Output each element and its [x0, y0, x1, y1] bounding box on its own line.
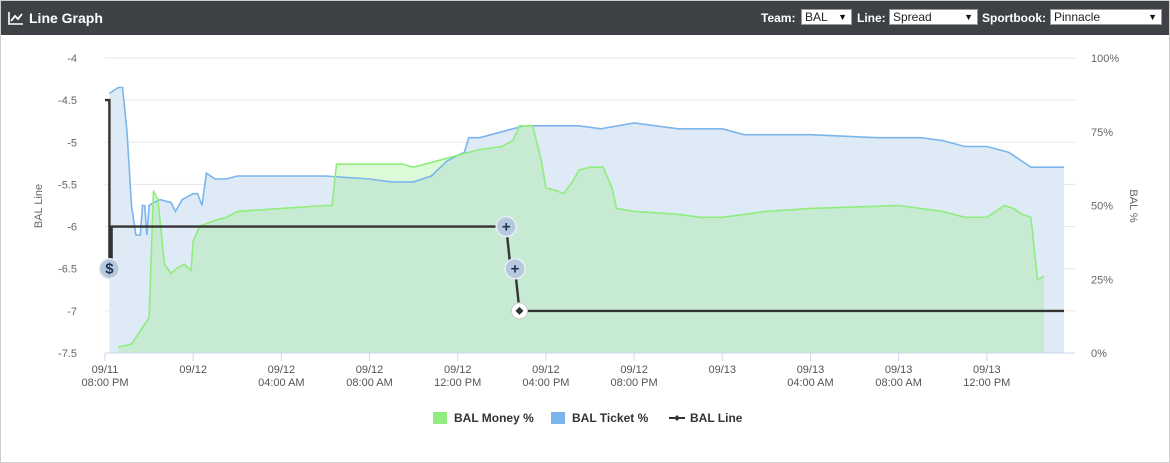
- line-marker: [504, 257, 526, 280]
- plus-icon: +: [502, 219, 511, 236]
- panel-header: Line Graph Team: BAL ▼ Line: Spread ▼ Sp…: [1, 1, 1169, 35]
- y-left-tick-label: -6: [67, 222, 77, 234]
- diamond-icon: [515, 306, 524, 315]
- chevron-down-icon: ▼: [964, 12, 973, 22]
- ticket-area: [109, 87, 1064, 353]
- line-select-value: Spread: [893, 10, 932, 24]
- y-left-tick-label: -4.5: [58, 95, 77, 107]
- x-tick-label: 09/12: [620, 364, 648, 376]
- x-tick-label: 09/12: [268, 364, 296, 376]
- legend-label: BAL Line: [690, 411, 743, 425]
- x-tick-label: 09/13: [885, 364, 913, 376]
- y-left-tick-label: -4: [67, 53, 77, 65]
- legend-swatch: [433, 412, 447, 424]
- legend-label: BAL Ticket %: [572, 411, 649, 425]
- line-marker: [98, 257, 121, 280]
- line-markers: $ + +: [98, 215, 528, 320]
- x-tick-label: 09/12: [356, 364, 384, 376]
- x-tick-label: 12:00 PM: [963, 377, 1010, 389]
- team-label: Team:: [761, 11, 796, 25]
- x-tick-label: 08:00 PM: [611, 377, 658, 389]
- plus-icon: +: [511, 261, 520, 278]
- legend-label: BAL Money %: [454, 411, 534, 425]
- y-left-tick-label: -7.5: [58, 348, 77, 360]
- x-tick-label: 09/12: [444, 364, 472, 376]
- line-marker: [495, 215, 517, 238]
- sportbook-label: Sportbook:: [982, 11, 1046, 25]
- series-lines: [105, 86, 1064, 348]
- x-tick-label: 09/13: [709, 364, 737, 376]
- ticket-line: [108, 86, 1064, 236]
- legend-swatch: [551, 412, 565, 424]
- line-label: Line:: [857, 11, 886, 25]
- chevron-down-icon: ▼: [1148, 12, 1157, 22]
- line-chart-icon: [8, 12, 23, 25]
- y-axis-left: -4 -4.5 -5 -5.5 -6 -6.5 -7 -7.5: [58, 53, 77, 360]
- x-tick-label: 08:00 AM: [346, 377, 392, 389]
- y-right-tick-label: 25%: [1091, 274, 1113, 286]
- x-tick-label: 09/12: [179, 364, 207, 376]
- team-select[interactable]: BAL ▼: [801, 9, 852, 25]
- y-left-tick-label: -7: [67, 306, 77, 318]
- sportbook-select-value: Pinnacle: [1054, 10, 1101, 24]
- y-left-tick-label: -5: [67, 137, 77, 149]
- x-tick-label: 08:00 PM: [81, 377, 128, 389]
- line-select[interactable]: Spread ▼: [889, 9, 978, 25]
- y-axis-right: 100% 75% 50% 25% 0%: [1091, 53, 1119, 360]
- x-tick-label: 04:00 AM: [258, 377, 304, 389]
- chevron-down-icon: ▼: [838, 12, 847, 22]
- x-tick-label: 04:00 PM: [522, 377, 569, 389]
- x-tick-label: 08:00 AM: [875, 377, 921, 389]
- y-left-tick-label: -5.5: [58, 179, 77, 191]
- diamond-icon: [674, 415, 680, 421]
- series-areas: [109, 87, 1064, 353]
- x-tick-label: 09/13: [797, 364, 825, 376]
- y-right-tick-label: 50%: [1091, 201, 1113, 213]
- bal-line: [105, 98, 1064, 313]
- y-right-tick-label: 0%: [1091, 348, 1107, 360]
- y-right-tick-label: 100%: [1091, 53, 1119, 65]
- y-axis-right-title: BAL %: [1127, 189, 1139, 222]
- x-tick-label: 09/13: [973, 364, 1001, 376]
- sportbook-select[interactable]: Pinnacle ▼: [1050, 9, 1162, 25]
- y-axis-left-title: BAL Line: [33, 184, 45, 228]
- x-tick-label: 09/12: [532, 364, 560, 376]
- x-tick-label: 09/11: [92, 364, 119, 376]
- y-left-tick-label: -6.5: [58, 264, 77, 276]
- x-tick-label: 04:00 AM: [787, 377, 833, 389]
- line-graph-chart: $ + + -4 -4.5 -5 -5.5 -6 -6.5 -7 -7.5 100% 75% 50% 2…: [33, 53, 1139, 425]
- money-area: [118, 125, 1045, 353]
- team-select-value: BAL: [805, 10, 828, 24]
- x-tick-label: 12:00 PM: [434, 377, 481, 389]
- dollar-icon: $: [105, 261, 114, 278]
- money-line: [118, 125, 1045, 348]
- y-right-tick-label: 75%: [1091, 127, 1113, 139]
- panel-title: Line Graph: [29, 10, 103, 26]
- chart-legend: BAL Money % BAL Ticket % BAL Line: [433, 411, 743, 425]
